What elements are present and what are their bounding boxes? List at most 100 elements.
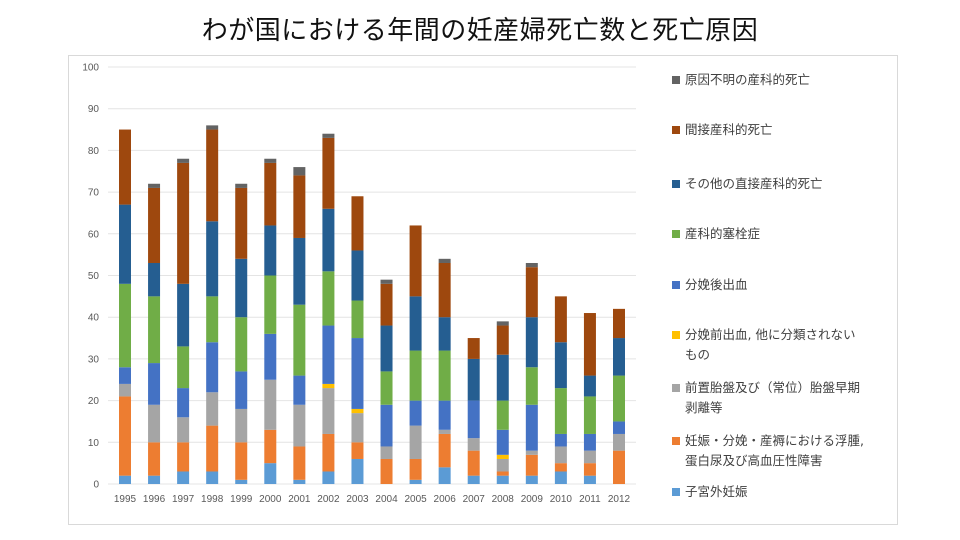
- bar-segment: [293, 167, 306, 176]
- legend-swatch: [672, 230, 680, 238]
- legend-item: 産科的塞栓症: [672, 224, 897, 244]
- bar-segment: [351, 458, 364, 484]
- y-tick-label: 100: [82, 63, 99, 74]
- bar-segment: [613, 421, 625, 434]
- bar-segment: [264, 429, 277, 464]
- bar-segment: [613, 375, 625, 422]
- bar-segment: [467, 475, 480, 484]
- y-tick-label: 0: [93, 480, 99, 491]
- x-tick-label: 2003: [346, 494, 369, 505]
- legend-item: 前置胎盤及び（常位）胎盤早期 剥離等: [672, 378, 897, 418]
- bar-segment: [525, 317, 538, 368]
- bar-segment: [409, 479, 422, 484]
- bar-segment: [148, 183, 161, 188]
- bar-segment: [264, 379, 277, 430]
- bar-segment: [409, 458, 422, 480]
- legend-label: 分娩前出血, 他に分類されない もの: [685, 327, 856, 362]
- legend-swatch: [672, 331, 680, 339]
- bar-segment: [380, 404, 393, 447]
- bar-segment: [322, 388, 335, 434]
- bar-segment: [583, 463, 596, 476]
- bar-segment: [438, 433, 451, 468]
- bar-segment: [119, 383, 131, 397]
- bar-segment: [583, 433, 596, 451]
- bar-segment: [351, 300, 364, 339]
- y-tick-label: 10: [88, 438, 100, 449]
- y-tick-label: 90: [88, 104, 100, 115]
- bar-segment: [235, 479, 248, 484]
- bar-segment: [467, 438, 480, 451]
- y-tick-label: 70: [88, 188, 100, 199]
- bar-segment: [148, 442, 161, 476]
- bar-segment: [583, 475, 596, 484]
- bar-segment: [177, 417, 190, 443]
- bar-segment: [351, 338, 364, 409]
- bar-segment: [380, 371, 393, 405]
- bar-segment: [322, 471, 335, 484]
- legend-item: 子宮外妊娠: [672, 482, 897, 502]
- bar-segment: [613, 338, 625, 376]
- bar-segment: [177, 162, 190, 284]
- bar-segment: [264, 275, 277, 334]
- bar-segment: [322, 325, 335, 384]
- bar-segment: [322, 133, 335, 138]
- bar-segment: [525, 454, 538, 476]
- x-tick-label: 1997: [172, 494, 195, 505]
- x-tick-label: 2012: [608, 494, 631, 505]
- x-tick-label: 2004: [375, 494, 398, 505]
- bar-segment: [148, 475, 161, 484]
- bar-segment: [467, 358, 480, 401]
- bar-segment: [235, 408, 248, 443]
- bar-segment: [351, 196, 364, 251]
- legend-swatch: [672, 126, 680, 134]
- x-tick-label: 2006: [434, 494, 457, 505]
- bar-segment: [206, 425, 219, 472]
- bar-segment: [148, 404, 161, 443]
- bar-segment: [496, 325, 509, 355]
- y-tick-label: 40: [88, 313, 100, 324]
- bar-segment: [525, 475, 538, 484]
- bar-segment: [496, 429, 509, 455]
- bar-segment: [496, 471, 509, 476]
- bar-segment: [148, 363, 161, 405]
- bar-segment: [206, 125, 219, 130]
- bar-segment: [583, 450, 596, 464]
- legend-label: 分娩後出血: [685, 277, 748, 292]
- legend-swatch: [672, 488, 680, 496]
- legend-label: 妊娠・分娩・産褥における浮腫, 蛋白尿及び高血圧性障害: [685, 433, 864, 468]
- bar-segment: [496, 475, 509, 484]
- bar-segment: [380, 279, 393, 284]
- bar-segment: [119, 204, 131, 284]
- legend-label: 産科的塞栓症: [685, 226, 761, 241]
- bar-segment: [554, 342, 567, 389]
- bar-segment: [177, 388, 190, 418]
- bar-segment: [177, 283, 190, 347]
- bar-segment: [148, 296, 161, 364]
- bar-segment: [351, 442, 364, 459]
- bar-segment: [380, 325, 393, 372]
- bar-segment: [613, 450, 625, 484]
- bar-segment: [293, 479, 306, 484]
- bar-segment: [613, 308, 625, 339]
- bar-segment: [496, 454, 509, 459]
- legend-label: 間接産科的死亡: [685, 122, 773, 137]
- bar-segment: [322, 433, 335, 472]
- bar-segment: [119, 283, 131, 368]
- bar-segment: [206, 221, 219, 297]
- bar-segment: [119, 129, 131, 205]
- bar-segment: [206, 342, 219, 393]
- legend-label: その他の直接産科的死亡: [685, 176, 823, 191]
- page-title: わが国における年間の妊産婦死亡数と死亡原因: [201, 16, 759, 46]
- bar-segment: [264, 333, 277, 380]
- bar-segment: [554, 388, 567, 434]
- bar-segment: [235, 442, 248, 480]
- legend-swatch: [672, 76, 680, 84]
- legend-item: 妊娠・分娩・産褥における浮腫, 蛋白尿及び高血圧性障害: [672, 431, 897, 471]
- bar-segment: [438, 429, 451, 434]
- bar-segment: [322, 271, 335, 326]
- bar-segment: [322, 383, 335, 389]
- bar-segment: [409, 425, 422, 459]
- bar-segment: [206, 296, 219, 343]
- x-tick-label: 2001: [288, 494, 311, 505]
- bar-segment: [293, 304, 306, 376]
